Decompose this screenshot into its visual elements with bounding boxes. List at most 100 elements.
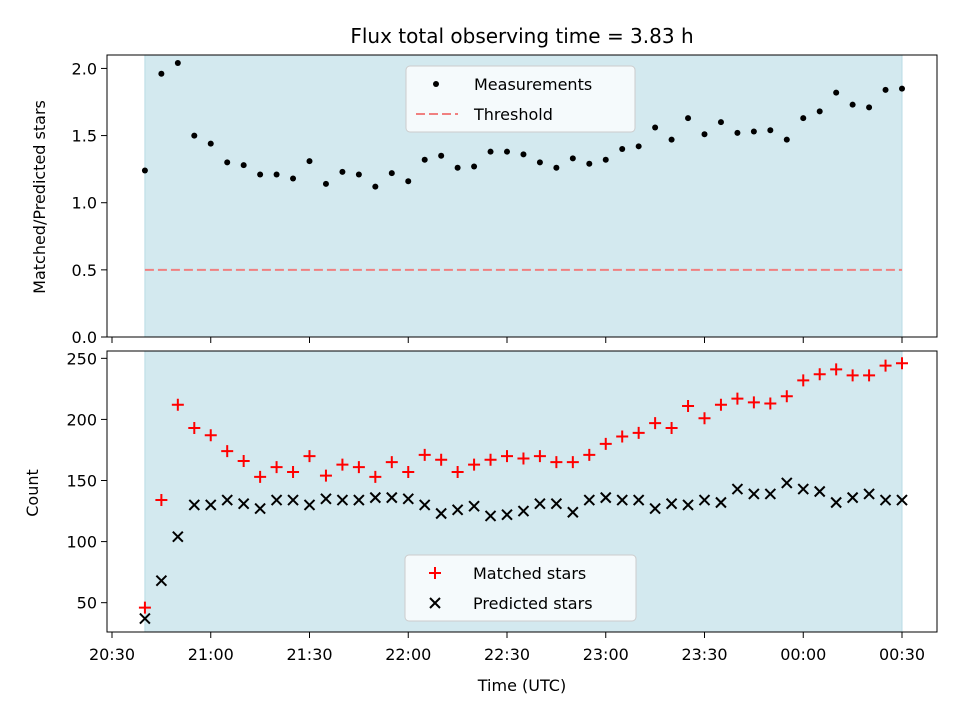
predicted-star-point <box>237 498 250 510</box>
predicted-star-point <box>386 491 398 504</box>
predicted-star-point <box>830 496 842 509</box>
matched-star-point <box>566 456 579 469</box>
measurement-point <box>504 148 510 155</box>
measurement-point <box>405 178 412 185</box>
x-tick-label: 22:00 <box>385 645 431 664</box>
bottom-panel: 50 100 150 200 250 20:30 21:00 21:30 22:00 22:30… <box>23 349 938 695</box>
predicted-star-point <box>682 499 694 511</box>
y-tick-label: 0.5 <box>72 261 97 280</box>
matched-star-point <box>468 458 481 471</box>
measurement-point <box>668 136 675 143</box>
measurement-point <box>734 129 741 136</box>
measurement-point <box>520 151 527 158</box>
predicted-star-point <box>484 510 497 522</box>
predicted-star-points <box>139 477 908 625</box>
measurement-point <box>471 163 478 170</box>
top-legend-box <box>405 65 636 133</box>
bottom-axes-frame <box>106 350 938 633</box>
measurement-point <box>273 171 280 178</box>
predicted-star-point <box>336 494 349 506</box>
measurement-point <box>306 158 313 165</box>
bottom-y-axis-label: Count <box>23 469 42 517</box>
predicted-star-point <box>632 494 645 506</box>
predicted-star-point <box>369 491 382 504</box>
measurement-point <box>685 115 692 122</box>
predicted-star-point <box>567 506 579 518</box>
predicted-star-point <box>139 612 151 625</box>
x-tick-label: 21:00 <box>188 645 234 664</box>
chart-title: Flux total observing time = 3.83 h <box>350 24 693 48</box>
matched-star-point <box>550 456 563 469</box>
x-tick-label: 23:00 <box>583 645 629 664</box>
matched-star-point <box>171 398 184 411</box>
predicted-star-point <box>731 483 744 495</box>
predicted-star-point <box>665 498 678 510</box>
measurement-point <box>783 136 790 143</box>
y-tick-label: 2.0 <box>72 59 97 78</box>
matched-star-point <box>435 453 448 466</box>
matched-star-point <box>764 397 777 410</box>
x-tick-label: 00:00 <box>780 645 826 664</box>
top-y-ticks: 0.0 0.5 1.0 1.5 2.0 <box>72 59 107 347</box>
matched-star-point <box>616 430 629 443</box>
x-tick-label: 20:30 <box>89 645 135 664</box>
matched-star-point <box>682 399 695 412</box>
predicted-star-point <box>303 499 316 511</box>
matched-star-point <box>501 450 513 463</box>
measurement-point <box>816 108 823 115</box>
predicted-star-point <box>419 499 431 511</box>
predicted-star-point <box>781 477 793 489</box>
y-tick-label: 0.0 <box>72 328 97 347</box>
matched-star-point <box>385 456 398 469</box>
matched-star-point <box>369 470 382 483</box>
top-legend: Measurements Threshold <box>405 65 636 133</box>
predicted-star-point <box>517 505 530 517</box>
top-y-axis-label: Matched/Predicted stars <box>30 100 49 294</box>
measurement-point <box>438 152 445 159</box>
x-axis-label: Time (UTC) <box>477 676 566 695</box>
y-tick-label: 1.5 <box>72 127 97 146</box>
matched-star-point <box>599 437 612 450</box>
predicted-star-point <box>270 494 283 506</box>
measurement-point <box>767 127 774 134</box>
legend-label-matched: Matched stars <box>473 564 586 583</box>
matched-star-point <box>714 398 727 411</box>
bottom-legend-box <box>404 554 637 622</box>
legend-x-marker <box>429 597 441 609</box>
predicted-star-point <box>435 507 447 520</box>
y-tick-label: 100 <box>66 533 97 552</box>
y-tick-label: 200 <box>66 410 97 429</box>
predicted-star-point <box>534 498 546 510</box>
x-tick-label: 23:30 <box>681 645 727 664</box>
matched-star-point <box>896 357 908 370</box>
matched-star-point <box>138 601 151 614</box>
matched-star-point <box>698 412 711 425</box>
matched-star-point <box>649 417 662 430</box>
measurement-point <box>141 167 148 174</box>
matched-star-point <box>517 452 530 465</box>
predicted-star-point <box>649 502 661 515</box>
matched-star-point <box>287 465 300 478</box>
matched-star-point <box>731 392 744 405</box>
legend-label-measurements: Measurements <box>474 75 592 94</box>
measurement-point <box>849 101 856 108</box>
legend-label-threshold: Threshold <box>473 105 553 124</box>
matched-star-point <box>665 421 678 434</box>
predicted-star-point <box>155 574 168 587</box>
legend-dot-marker <box>433 81 439 87</box>
bottom-legend: Matched stars Predicted stars <box>404 554 637 622</box>
top-axes-frame <box>106 54 938 338</box>
predicted-star-point <box>748 488 760 500</box>
predicted-star-point <box>863 488 875 500</box>
predicted-star-point <box>320 493 332 505</box>
matched-star-point <box>813 368 826 381</box>
measurement-point <box>899 85 905 92</box>
measurement-point <box>174 60 181 67</box>
matched-star-point <box>352 461 365 474</box>
measurement-point <box>372 183 379 190</box>
matched-star-point <box>204 429 217 442</box>
legend-label-predicted: Predicted stars <box>473 594 593 613</box>
matched-star-point <box>583 448 596 461</box>
measurement-point <box>701 131 708 138</box>
